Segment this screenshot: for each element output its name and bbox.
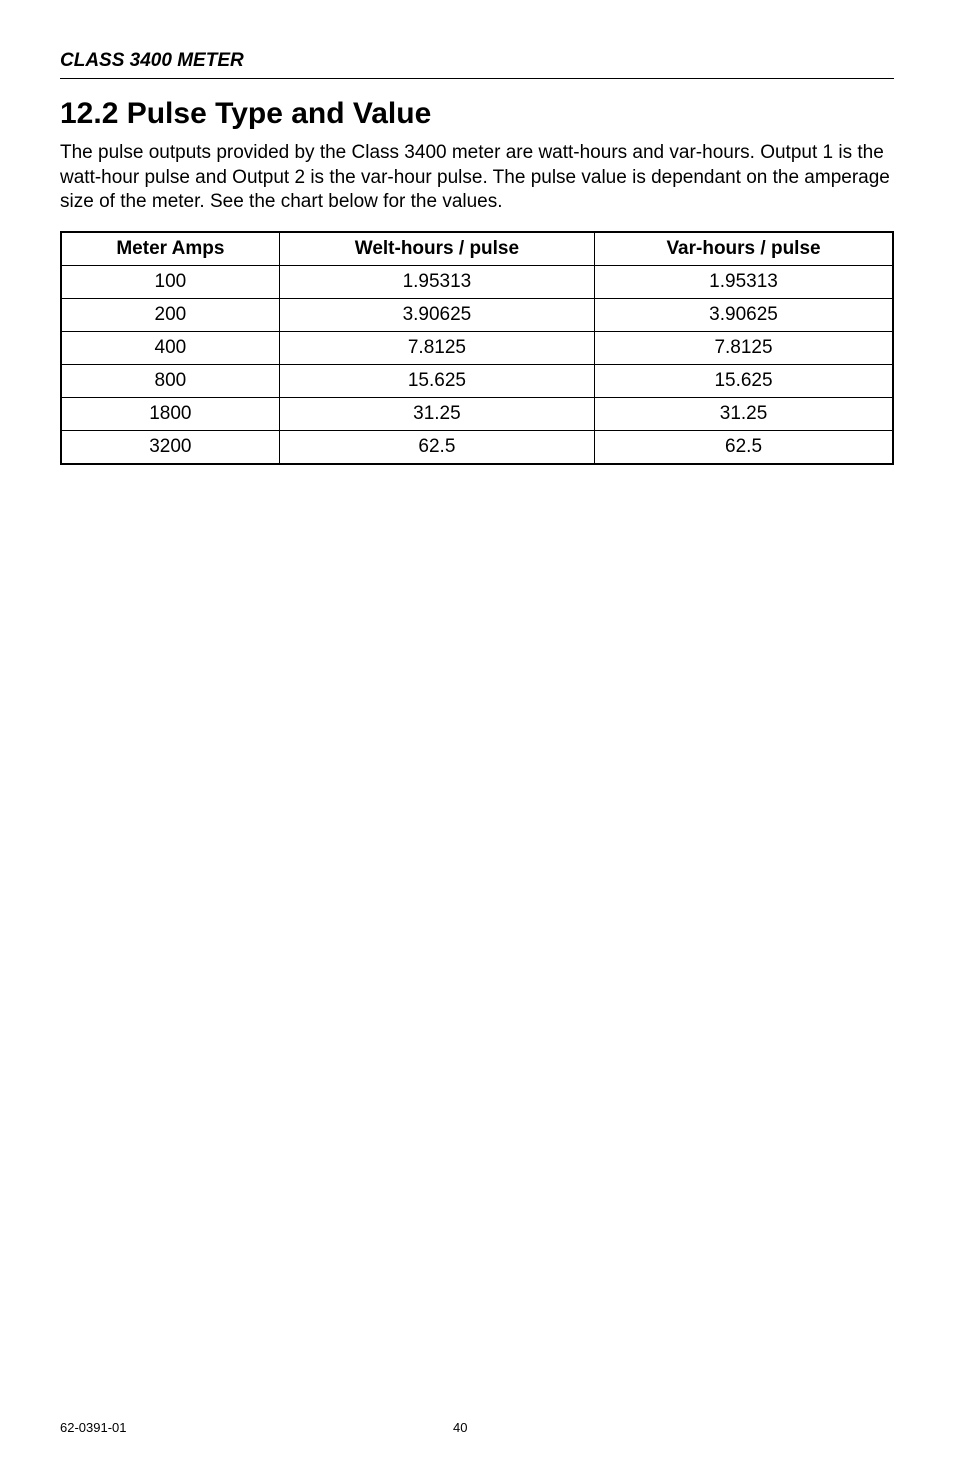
page-header: CLASS 3400 METER xyxy=(60,50,894,72)
table-cell: 1.95313 xyxy=(279,266,594,299)
page-footer: 62-0391-01 40 xyxy=(60,1420,894,1445)
section-title: 12.2 Pulse Type and Value xyxy=(60,97,894,131)
table-cell: 31.25 xyxy=(595,398,893,431)
table-col-header: Welt-hours / pulse xyxy=(279,232,594,266)
table-cell: 7.8125 xyxy=(595,332,893,365)
table-row: 1800 31.25 31.25 xyxy=(61,398,893,431)
table-col-header: Var-hours / pulse xyxy=(595,232,893,266)
table-cell: 3.90625 xyxy=(279,299,594,332)
table-cell: 100 xyxy=(61,266,279,299)
section-description: The pulse outputs provided by the Class … xyxy=(60,141,894,215)
table-row: 800 15.625 15.625 xyxy=(61,365,893,398)
table-row: 400 7.8125 7.8125 xyxy=(61,332,893,365)
table-cell: 400 xyxy=(61,332,279,365)
table-cell: 3.90625 xyxy=(595,299,893,332)
table-cell: 3200 xyxy=(61,431,279,465)
table-cell: 62.5 xyxy=(279,431,594,465)
table-cell: 1.95313 xyxy=(595,266,893,299)
pulse-value-table: Meter Amps Welt-hours / pulse Var-hours … xyxy=(60,231,894,465)
table-cell: 62.5 xyxy=(595,431,893,465)
table-cell: 31.25 xyxy=(279,398,594,431)
table-row: 3200 62.5 62.5 xyxy=(61,431,893,465)
table-col-header: Meter Amps xyxy=(61,232,279,266)
table-cell: 200 xyxy=(61,299,279,332)
table-row: 200 3.90625 3.90625 xyxy=(61,299,893,332)
table-cell: 800 xyxy=(61,365,279,398)
table-cell: 1800 xyxy=(61,398,279,431)
table-cell: 15.625 xyxy=(279,365,594,398)
footer-page-number: 40 xyxy=(27,1420,895,1435)
table-cell: 15.625 xyxy=(595,365,893,398)
header-divider xyxy=(60,78,894,79)
table-cell: 7.8125 xyxy=(279,332,594,365)
table-header-row: Meter Amps Welt-hours / pulse Var-hours … xyxy=(61,232,893,266)
table-row: 100 1.95313 1.95313 xyxy=(61,266,893,299)
